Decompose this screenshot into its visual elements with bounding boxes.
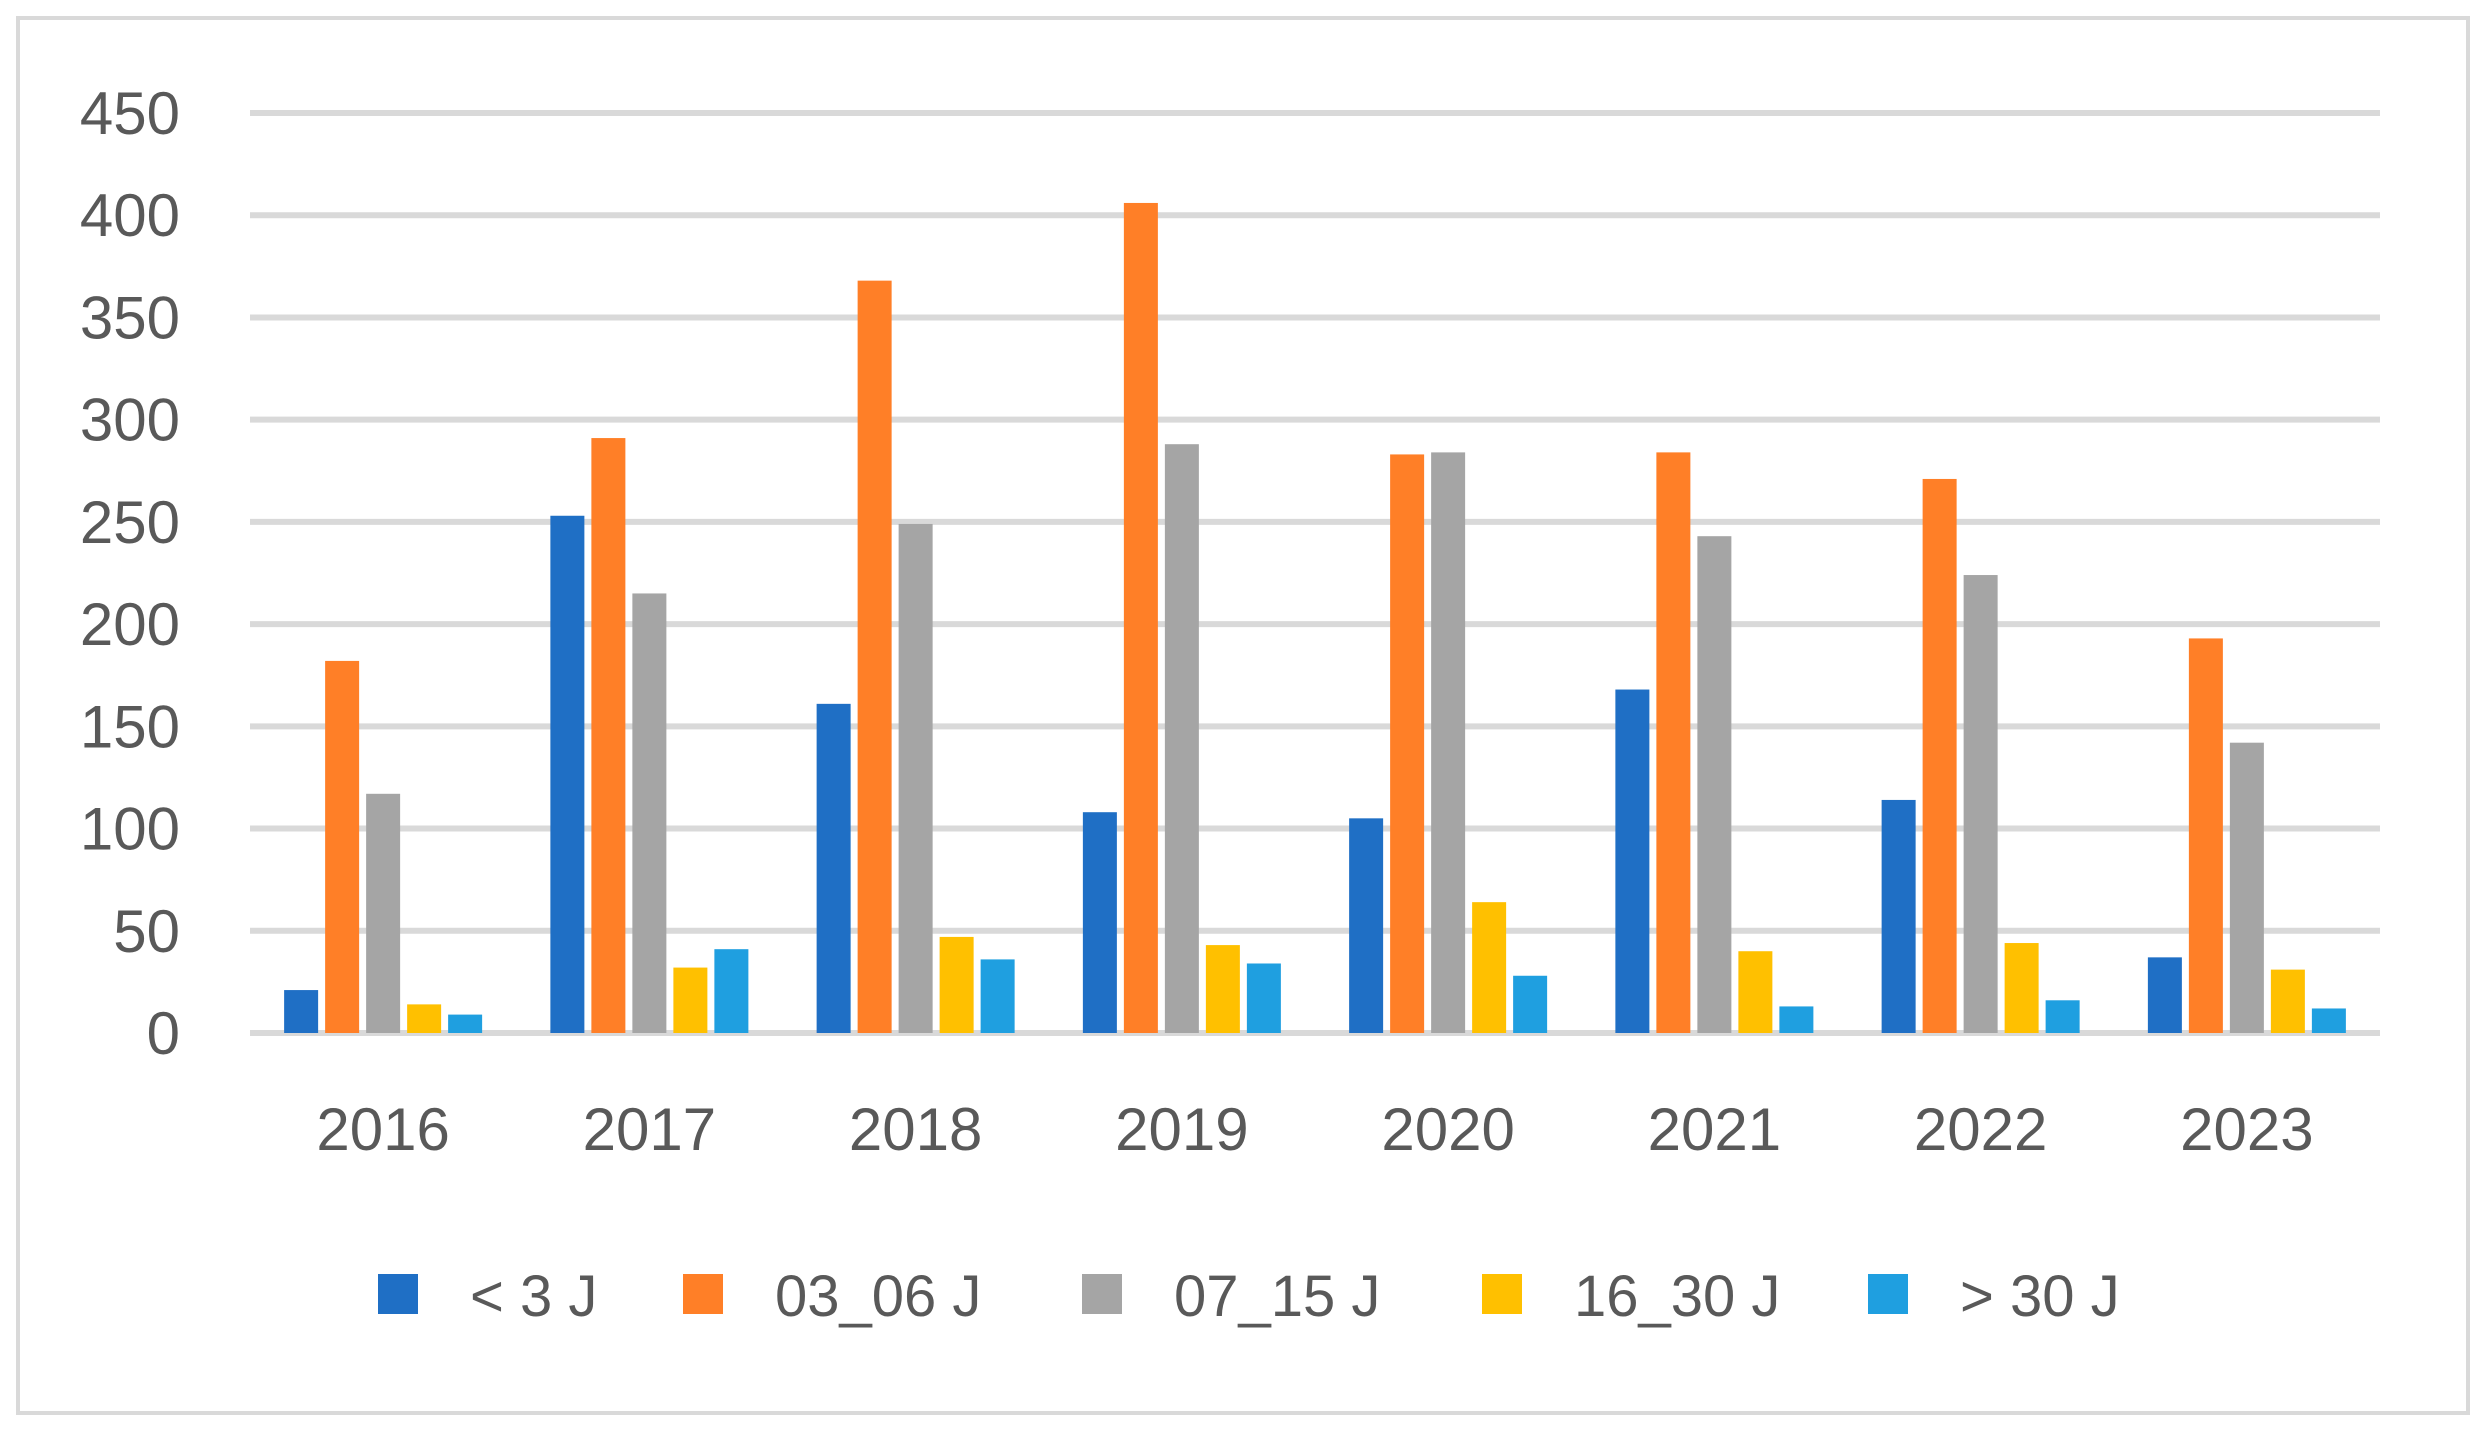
bar	[980, 959, 1015, 1033]
bar	[2004, 943, 2039, 1033]
legend-swatch	[1868, 1274, 1908, 1314]
bar	[1513, 975, 1548, 1033]
bar	[1738, 951, 1773, 1033]
bar	[857, 280, 892, 1034]
x-axis-tick-labels: 2016 2017 2018 2019 2020 2021 2022 2023	[316, 1096, 2313, 1163]
bar	[939, 936, 974, 1033]
y-axis-tick-labels: 0 50 100 150 200 250 300 350 400 450	[80, 80, 180, 1067]
bar	[448, 1014, 483, 1033]
bars	[284, 202, 2346, 1034]
y-tick-label: 0	[147, 1000, 180, 1067]
y-tick-label: 250	[80, 489, 180, 556]
legend-swatch	[1082, 1274, 1122, 1314]
bar	[2229, 742, 2264, 1033]
x-tick-label: 2017	[583, 1096, 716, 1163]
bar	[325, 660, 360, 1033]
x-tick-label: 2019	[1115, 1096, 1248, 1163]
bar	[2270, 969, 2305, 1033]
bar	[2188, 638, 2223, 1033]
bar	[1963, 575, 1998, 1033]
bar	[816, 703, 851, 1033]
y-tick-label: 200	[80, 591, 180, 658]
bar	[1656, 452, 1691, 1033]
y-tick-label: 300	[80, 387, 180, 454]
bar	[1246, 963, 1281, 1033]
bar	[2045, 1000, 2080, 1033]
bar	[1349, 818, 1384, 1033]
bar	[1922, 478, 1957, 1033]
bar	[1123, 202, 1158, 1033]
legend-label: < 3 J	[470, 1264, 597, 1329]
bar	[1431, 452, 1466, 1033]
bar	[2311, 1008, 2346, 1033]
bar	[632, 593, 667, 1033]
y-tick-label: 400	[80, 182, 180, 249]
chart-frame	[16, 16, 2470, 1415]
bar	[1881, 799, 1916, 1033]
y-tick-label: 150	[80, 693, 180, 760]
bar	[407, 1004, 442, 1033]
bar	[2147, 957, 2182, 1033]
bar	[591, 438, 626, 1034]
bar	[898, 523, 933, 1033]
x-tick-label: 2022	[1914, 1096, 2047, 1163]
legend-swatch	[683, 1274, 723, 1314]
bar	[1082, 812, 1117, 1033]
legend-label: 03_06 J	[775, 1264, 981, 1329]
legend-swatch	[1482, 1274, 1522, 1314]
bar	[1779, 1006, 1814, 1033]
bar	[550, 515, 585, 1033]
bar	[1697, 536, 1732, 1033]
bar	[1205, 945, 1240, 1033]
bar	[714, 949, 749, 1033]
x-tick-label: 2021	[1648, 1096, 1781, 1163]
y-tick-label: 50	[113, 898, 180, 965]
bar	[366, 793, 401, 1033]
x-tick-label: 2018	[849, 1096, 982, 1163]
bar	[1472, 902, 1507, 1033]
legend-label: 07_15 J	[1174, 1264, 1380, 1329]
y-tick-label: 450	[80, 80, 180, 147]
legend-label: 16_30 J	[1574, 1264, 1780, 1329]
y-tick-label: 350	[80, 284, 180, 351]
legend: < 3 J 03_06 J 07_15 J 16_30 J > 30 J	[378, 1264, 2120, 1329]
x-tick-label: 2023	[2180, 1096, 2313, 1163]
bar	[1615, 689, 1650, 1033]
bar	[284, 990, 319, 1033]
bar	[1164, 444, 1199, 1033]
bar	[673, 967, 708, 1033]
x-tick-label: 2020	[1381, 1096, 1514, 1163]
legend-swatch	[378, 1274, 418, 1314]
bar	[1390, 454, 1425, 1033]
legend-label: > 30 J	[1960, 1264, 2120, 1329]
x-tick-label: 2016	[316, 1096, 449, 1163]
y-tick-label: 100	[80, 796, 180, 863]
